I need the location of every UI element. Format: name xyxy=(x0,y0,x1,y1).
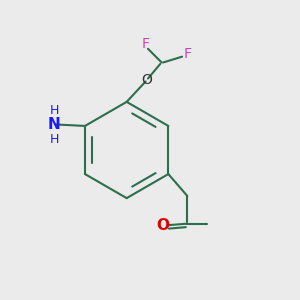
Text: H: H xyxy=(50,104,59,117)
Text: O: O xyxy=(157,218,169,233)
Text: F: F xyxy=(184,47,192,61)
Text: O: O xyxy=(142,73,152,87)
Text: N: N xyxy=(48,117,61,132)
Text: H: H xyxy=(50,133,59,146)
Text: F: F xyxy=(142,37,150,51)
